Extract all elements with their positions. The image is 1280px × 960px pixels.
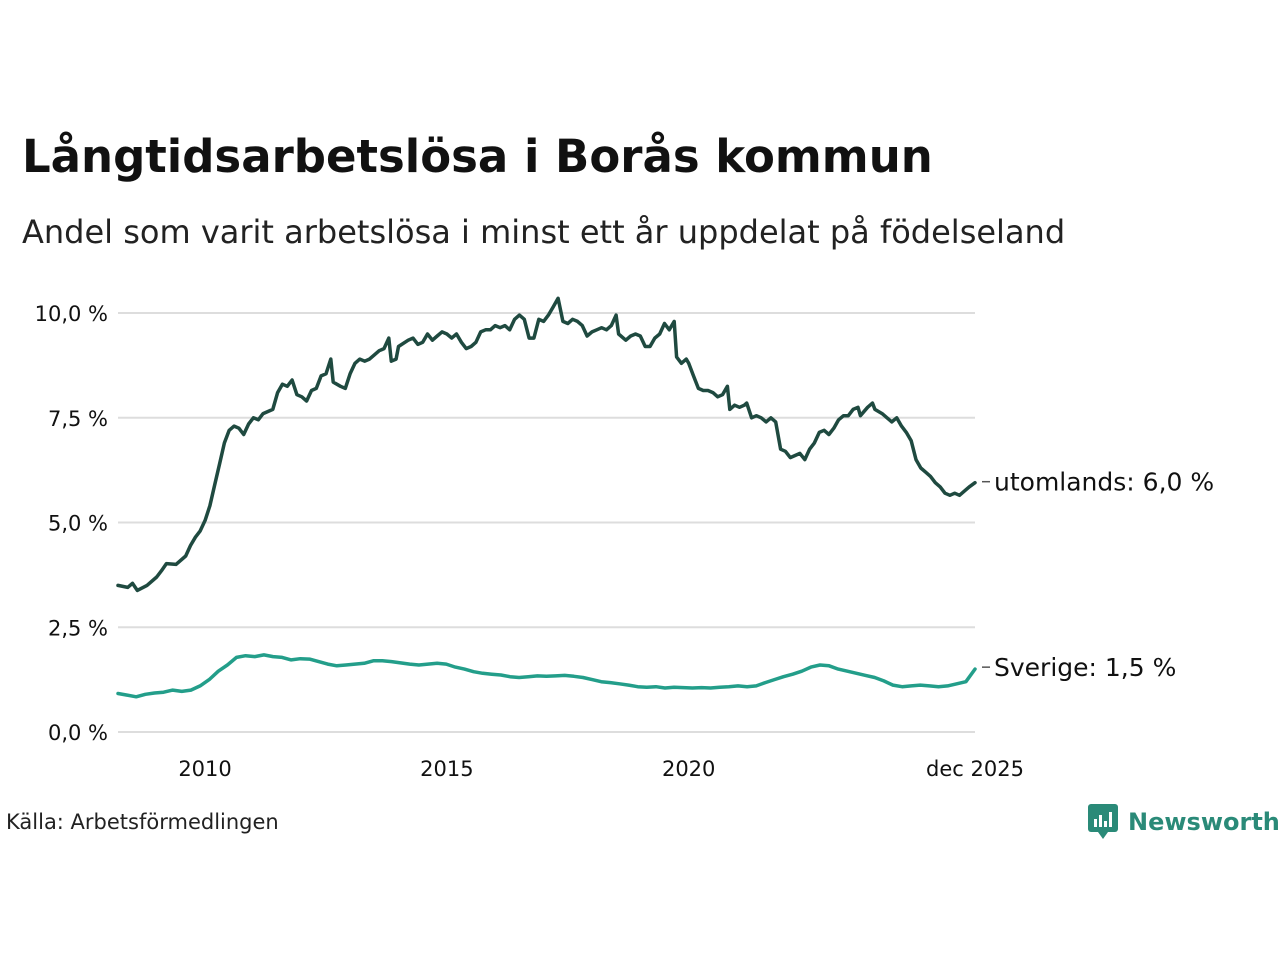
series-line-sverige (116, 653, 977, 699)
end-label-sverige: Sverige: 1,5 % (994, 653, 1176, 682)
source-note: Källa: Arbetsförmedlingen (6, 810, 279, 834)
brand-logo: Newsworthy (1088, 804, 1280, 840)
y-tick-label-2: 5,0 % (48, 512, 108, 536)
chart-subtitle: Andel som varit arbetslösa i minst ett å… (22, 213, 1066, 251)
series-lines (116, 296, 977, 699)
y-tick-label-1: 2,5 % (48, 616, 108, 640)
chart-title: Långtidsarbetslösa i Borås kommun (22, 130, 933, 183)
series-line-utomlands (116, 296, 977, 593)
end-label-utomlands: utomlands: 6,0 % (994, 468, 1214, 497)
y-axis-ticks: 0,0 % 2,5 % 5,0 % 7,5 % 10,0 % (35, 302, 108, 745)
end-labels: utomlands: 6,0 % Sverige: 1,5 % (982, 468, 1214, 682)
newsworthy-logo-icon (1088, 804, 1118, 839)
brand-name: Newsworthy (1128, 808, 1280, 836)
gridlines (118, 312, 975, 733)
x-tick-label-0: 2010 (178, 757, 231, 781)
x-tick-label-2: 2020 (662, 757, 715, 781)
y-tick-label-3: 7,5 % (48, 407, 108, 431)
x-tick-label-1: 2015 (420, 757, 473, 781)
y-tick-label-0: 0,0 % (48, 721, 108, 745)
x-axis-ticks: 2010 2015 2020 dec 2025 (178, 757, 1024, 781)
x-tick-label-3: dec 2025 (926, 757, 1024, 781)
line-chart: 0,0 % 2,5 % 5,0 % 7,5 % 10,0 % 2010 2015 2020 d… (35, 296, 1214, 781)
y-tick-label-4: 10,0 % (35, 302, 108, 326)
